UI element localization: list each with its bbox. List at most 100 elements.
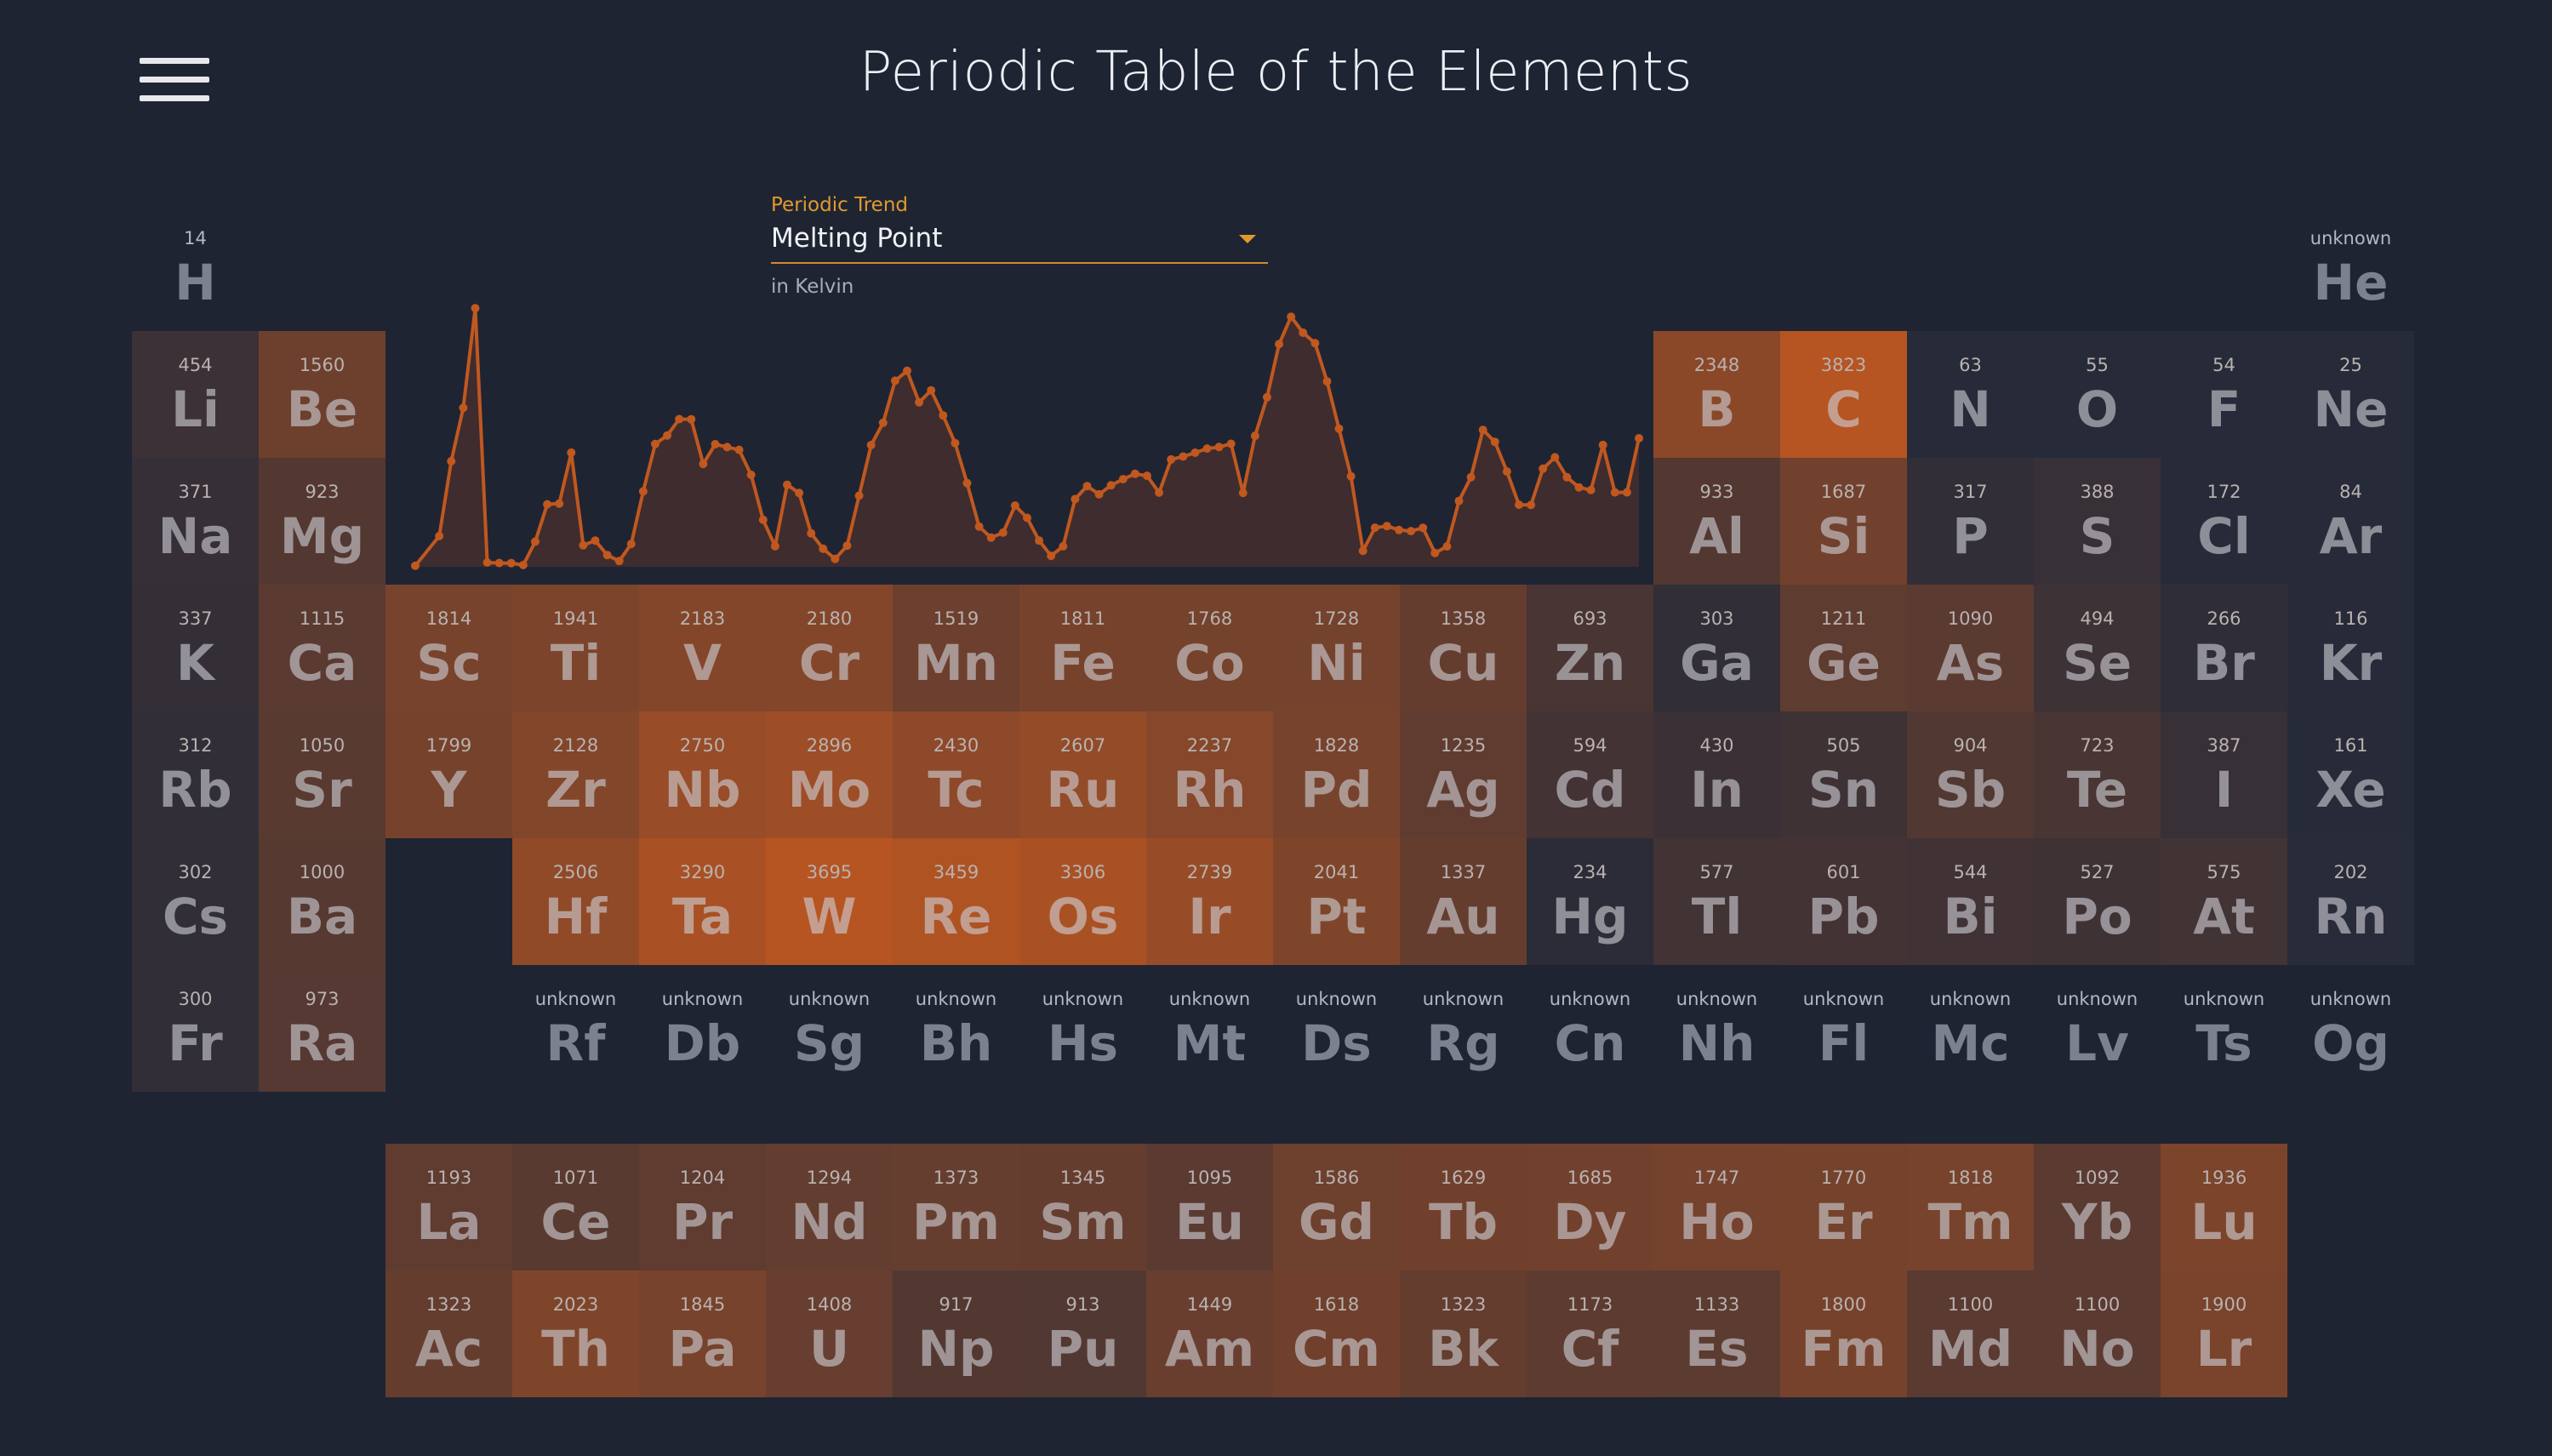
element-w[interactable]: 3695 W	[766, 838, 893, 965]
element-os[interactable]: 3306 Os	[1019, 838, 1146, 965]
element-sm[interactable]: 1345 Sm	[1019, 1144, 1146, 1270]
element-pd[interactable]: 1828 Pd	[1273, 711, 1400, 838]
element-md[interactable]: 1100 Md	[1907, 1270, 2034, 1397]
element-mn[interactable]: 1519 Mn	[893, 585, 1019, 711]
element-tl[interactable]: 577 Tl	[1653, 838, 1780, 965]
element-be[interactable]: 1560 Be	[259, 331, 385, 458]
element-bi[interactable]: 544 Bi	[1907, 838, 2034, 965]
element-hg[interactable]: 234 Hg	[1527, 838, 1653, 965]
element-ce[interactable]: 1071 Ce	[512, 1144, 639, 1270]
element-u[interactable]: 1408 U	[766, 1270, 893, 1397]
element-zn[interactable]: 693 Zn	[1527, 585, 1653, 711]
element-o[interactable]: 55 O	[2034, 331, 2161, 458]
element-as[interactable]: 1090 As	[1907, 585, 2034, 711]
element-he[interactable]: unknown He	[2287, 204, 2414, 331]
element-hs[interactable]: unknown Hs	[1019, 965, 1146, 1092]
element-si[interactable]: 1687 Si	[1780, 458, 1907, 585]
hamburger-menu-icon[interactable]	[140, 54, 209, 106]
element-ge[interactable]: 1211 Ge	[1780, 585, 1907, 711]
element-ir[interactable]: 2739 Ir	[1146, 838, 1273, 965]
element-th[interactable]: 2023 Th	[512, 1270, 639, 1397]
element-tc[interactable]: 2430 Tc	[893, 711, 1019, 838]
element-cf[interactable]: 1173 Cf	[1527, 1270, 1653, 1397]
element-se[interactable]: 494 Se	[2034, 585, 2161, 711]
element-cs[interactable]: 302 Cs	[132, 838, 259, 965]
element-y[interactable]: 1799 Y	[385, 711, 512, 838]
element-fr[interactable]: 300 Fr	[132, 965, 259, 1092]
periodic-trend-select[interactable]: Melting Point	[771, 221, 1268, 264]
element-rb[interactable]: 312 Rb	[132, 711, 259, 838]
element-in[interactable]: 430 In	[1653, 711, 1780, 838]
element-rh[interactable]: 2237 Rh	[1146, 711, 1273, 838]
element-na[interactable]: 371 Na	[132, 458, 259, 585]
element-dy[interactable]: 1685 Dy	[1527, 1144, 1653, 1270]
element-pu[interactable]: 913 Pu	[1019, 1270, 1146, 1397]
element-rf[interactable]: unknown Rf	[512, 965, 639, 1092]
element-i[interactable]: 387 I	[2161, 711, 2287, 838]
element-ds[interactable]: unknown Ds	[1273, 965, 1400, 1092]
element-b[interactable]: 2348 B	[1653, 331, 1780, 458]
element-cm[interactable]: 1618 Cm	[1273, 1270, 1400, 1397]
element-pb[interactable]: 601 Pb	[1780, 838, 1907, 965]
element-po[interactable]: 527 Po	[2034, 838, 2161, 965]
element-es[interactable]: 1133 Es	[1653, 1270, 1780, 1397]
element-cn[interactable]: unknown Cn	[1527, 965, 1653, 1092]
element-h[interactable]: 14 H	[132, 204, 259, 331]
element-nd[interactable]: 1294 Nd	[766, 1144, 893, 1270]
element-mo[interactable]: 2896 Mo	[766, 711, 893, 838]
element-tb[interactable]: 1629 Tb	[1400, 1144, 1527, 1270]
element-v[interactable]: 2183 V	[639, 585, 766, 711]
element-re[interactable]: 3459 Re	[893, 838, 1019, 965]
element-co[interactable]: 1768 Co	[1146, 585, 1273, 711]
element-mc[interactable]: unknown Mc	[1907, 965, 2034, 1092]
element-xe[interactable]: 161 Xe	[2287, 711, 2414, 838]
element-pt[interactable]: 2041 Pt	[1273, 838, 1400, 965]
element-pm[interactable]: 1373 Pm	[893, 1144, 1019, 1270]
element-zr[interactable]: 2128 Zr	[512, 711, 639, 838]
element-al[interactable]: 933 Al	[1653, 458, 1780, 585]
element-ga[interactable]: 303 Ga	[1653, 585, 1780, 711]
element-db[interactable]: unknown Db	[639, 965, 766, 1092]
element-ti[interactable]: 1941 Ti	[512, 585, 639, 711]
element-at[interactable]: 575 At	[2161, 838, 2287, 965]
element-bh[interactable]: unknown Bh	[893, 965, 1019, 1092]
element-p[interactable]: 317 P	[1907, 458, 2034, 585]
element-ar[interactable]: 84 Ar	[2287, 458, 2414, 585]
element-f[interactable]: 54 F	[2161, 331, 2287, 458]
element-np[interactable]: 917 Np	[893, 1270, 1019, 1397]
element-eu[interactable]: 1095 Eu	[1146, 1144, 1273, 1270]
element-sc[interactable]: 1814 Sc	[385, 585, 512, 711]
element-nb[interactable]: 2750 Nb	[639, 711, 766, 838]
element-ru[interactable]: 2607 Ru	[1019, 711, 1146, 838]
element-mt[interactable]: unknown Mt	[1146, 965, 1273, 1092]
element-og[interactable]: unknown Og	[2287, 965, 2414, 1092]
element-nh[interactable]: unknown Nh	[1653, 965, 1780, 1092]
element-pr[interactable]: 1204 Pr	[639, 1144, 766, 1270]
element-sr[interactable]: 1050 Sr	[259, 711, 385, 838]
element-rn[interactable]: 202 Rn	[2287, 838, 2414, 965]
element-sn[interactable]: 505 Sn	[1780, 711, 1907, 838]
element-ni[interactable]: 1728 Ni	[1273, 585, 1400, 711]
element-cr[interactable]: 2180 Cr	[766, 585, 893, 711]
element-ac[interactable]: 1323 Ac	[385, 1270, 512, 1397]
element-la[interactable]: 1193 La	[385, 1144, 512, 1270]
element-cd[interactable]: 594 Cd	[1527, 711, 1653, 838]
element-rg[interactable]: unknown Rg	[1400, 965, 1527, 1092]
element-br[interactable]: 266 Br	[2161, 585, 2287, 711]
element-au[interactable]: 1337 Au	[1400, 838, 1527, 965]
element-c[interactable]: 3823 C	[1780, 331, 1907, 458]
element-pa[interactable]: 1845 Pa	[639, 1270, 766, 1397]
element-tm[interactable]: 1818 Tm	[1907, 1144, 2034, 1270]
element-fm[interactable]: 1800 Fm	[1780, 1270, 1907, 1397]
element-fl[interactable]: unknown Fl	[1780, 965, 1907, 1092]
element-k[interactable]: 337 K	[132, 585, 259, 711]
element-ta[interactable]: 3290 Ta	[639, 838, 766, 965]
element-sg[interactable]: unknown Sg	[766, 965, 893, 1092]
element-cu[interactable]: 1358 Cu	[1400, 585, 1527, 711]
element-ts[interactable]: unknown Ts	[2161, 965, 2287, 1092]
element-cl[interactable]: 172 Cl	[2161, 458, 2287, 585]
element-fe[interactable]: 1811 Fe	[1019, 585, 1146, 711]
element-hf[interactable]: 2506 Hf	[512, 838, 639, 965]
element-am[interactable]: 1449 Am	[1146, 1270, 1273, 1397]
element-ag[interactable]: 1235 Ag	[1400, 711, 1527, 838]
